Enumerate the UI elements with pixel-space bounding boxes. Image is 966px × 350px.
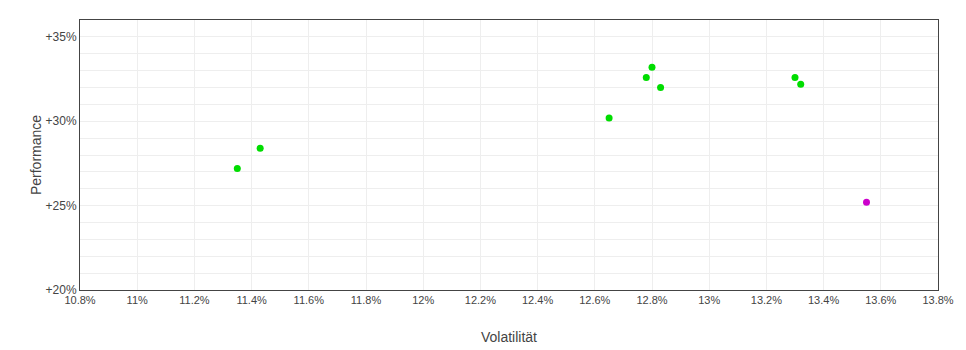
svg-text:12%: 12%: [412, 294, 434, 306]
svg-text:11.2%: 11.2%: [179, 294, 210, 306]
svg-text:11.4%: 11.4%: [236, 294, 267, 306]
svg-text:12.2%: 12.2%: [465, 294, 496, 306]
svg-text:+35%: +35%: [46, 30, 77, 44]
svg-text:+30%: +30%: [46, 114, 77, 128]
svg-text:Volatilität: Volatilität: [481, 329, 537, 345]
svg-text:13.4%: 13.4%: [808, 294, 839, 306]
svg-text:12.4%: 12.4%: [522, 294, 553, 306]
svg-text:13%: 13%: [698, 294, 720, 306]
svg-text:13.8%: 13.8%: [922, 294, 953, 306]
svg-text:Performance: Performance: [28, 115, 44, 195]
svg-text:12.8%: 12.8%: [636, 294, 667, 306]
svg-text:11.6%: 11.6%: [294, 294, 325, 306]
svg-text:11%: 11%: [127, 294, 148, 306]
svg-text:10.8%: 10.8%: [64, 294, 95, 306]
svg-text:13.6%: 13.6%: [865, 294, 896, 306]
svg-text:11.8%: 11.8%: [351, 294, 382, 306]
svg-text:+20%: +20%: [46, 283, 77, 297]
svg-text:12.6%: 12.6%: [579, 294, 610, 306]
svg-text:+25%: +25%: [46, 199, 77, 213]
svg-text:13.2%: 13.2%: [751, 294, 782, 306]
